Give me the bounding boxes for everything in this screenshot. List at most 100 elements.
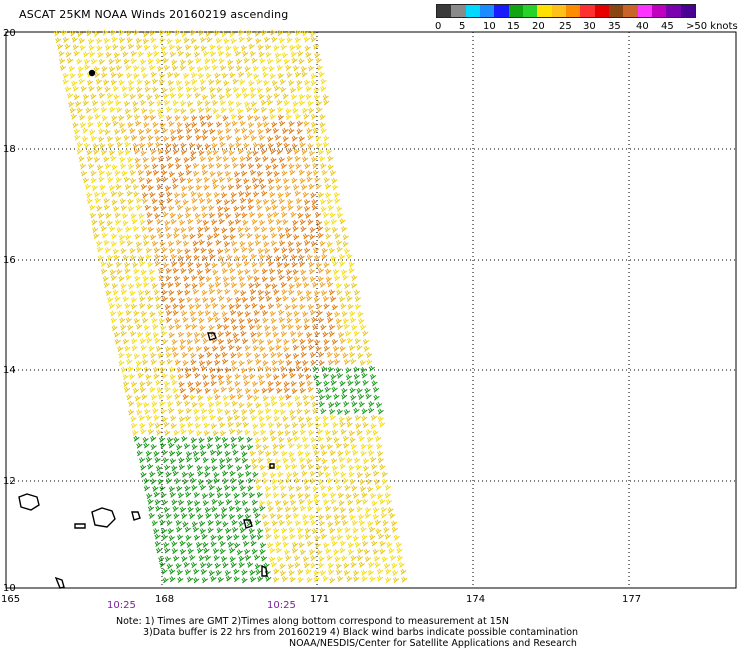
wind-barb — [304, 212, 312, 219]
wind-barb — [204, 465, 211, 472]
wind-barb — [172, 99, 179, 106]
wind-barb — [254, 156, 261, 163]
wind-barb — [318, 555, 325, 562]
wind-barb — [168, 120, 175, 127]
wind-barb — [118, 352, 125, 359]
wind-barb — [151, 240, 159, 247]
wind-barb — [372, 513, 380, 520]
wind-barb — [261, 234, 269, 241]
wind-barb — [124, 345, 131, 352]
wind-barb — [238, 555, 245, 562]
wind-barb — [275, 337, 282, 344]
wind-barb — [285, 477, 292, 484]
wind-barb — [230, 309, 237, 316]
wind-barb — [367, 443, 374, 450]
wind-barb — [233, 337, 241, 344]
wind-barb — [256, 87, 263, 94]
wind-barb — [282, 218, 289, 225]
wind-barb — [278, 443, 286, 450]
wind-barb — [193, 337, 201, 344]
wind-barb — [246, 444, 254, 451]
wind-barb — [260, 183, 267, 190]
wind-barb — [188, 512, 196, 519]
wind-barb — [73, 50, 80, 57]
wind-barb — [78, 37, 86, 44]
wind-barb — [125, 30, 133, 37]
wind-barb — [244, 387, 252, 394]
wind-barb — [183, 156, 190, 164]
wind-barb — [127, 79, 135, 86]
wind-barb — [130, 381, 138, 388]
wind-barb — [236, 387, 243, 394]
wind-barb — [313, 498, 321, 505]
wind-barb — [133, 353, 140, 360]
wind-barb — [244, 463, 251, 470]
wind-barb — [304, 247, 311, 254]
wind-barb — [355, 498, 362, 505]
wind-barb — [141, 225, 148, 232]
wind-barb — [361, 569, 368, 576]
wind-barb — [175, 79, 182, 86]
wind-barb — [264, 401, 271, 408]
wind-barb — [139, 295, 146, 303]
wind-barb — [368, 526, 376, 533]
wind-barb — [183, 37, 190, 44]
wind-barb — [254, 282, 262, 289]
wind-barb — [197, 107, 205, 114]
wind-barb — [135, 282, 142, 289]
wind-barb — [210, 380, 217, 387]
wind-barb — [301, 30, 308, 37]
wind-barb — [173, 513, 180, 520]
wind-barb — [339, 506, 347, 514]
wind-barb — [266, 542, 274, 549]
wind-barb — [305, 290, 312, 297]
wind-barb — [237, 393, 244, 400]
wind-barb — [270, 317, 277, 324]
wind-barb — [197, 394, 204, 401]
wind-barb — [104, 129, 111, 136]
wind-barb — [267, 178, 275, 185]
wind-barb — [371, 500, 378, 507]
wind-barb — [203, 184, 210, 191]
wind-barb — [195, 506, 202, 513]
wind-barb — [138, 457, 146, 464]
wind-barb — [377, 575, 384, 582]
wind-barb — [225, 575, 232, 582]
wind-barb — [154, 337, 161, 344]
wind-barb — [266, 94, 273, 101]
wind-barb — [125, 309, 132, 316]
wind-barb — [152, 323, 159, 330]
wind-barb — [384, 484, 392, 491]
wind-barb — [254, 478, 262, 485]
wind-barb — [233, 576, 240, 583]
wind-barb — [237, 472, 244, 479]
wind-barb — [234, 499, 241, 506]
wind-barb — [191, 323, 198, 330]
wind-barb — [132, 225, 139, 232]
wind-barb — [122, 380, 130, 388]
wind-barb — [117, 191, 124, 198]
wind-barb — [169, 212, 176, 219]
wind-barb — [140, 66, 147, 73]
wind-barb — [104, 247, 112, 254]
wind-barb — [155, 141, 162, 148]
wind-barb — [255, 569, 262, 576]
wind-barb — [114, 295, 121, 302]
wind-barb — [145, 373, 152, 381]
wind-barb — [291, 388, 298, 395]
colorbar-segment — [623, 5, 638, 17]
wind-barb — [338, 500, 345, 507]
wind-barb — [293, 435, 300, 442]
wind-barb — [242, 50, 249, 57]
wind-barb — [154, 253, 161, 260]
wind-barb — [249, 50, 256, 57]
wind-barb — [82, 136, 89, 143]
wind-barb — [278, 316, 285, 323]
wind-barb — [234, 212, 242, 219]
wind-barb — [86, 192, 93, 199]
wind-barb — [270, 240, 277, 247]
wind-barb — [179, 387, 186, 394]
wind-barb — [189, 310, 196, 317]
wind-barb — [202, 541, 209, 548]
wind-barb — [320, 533, 328, 540]
